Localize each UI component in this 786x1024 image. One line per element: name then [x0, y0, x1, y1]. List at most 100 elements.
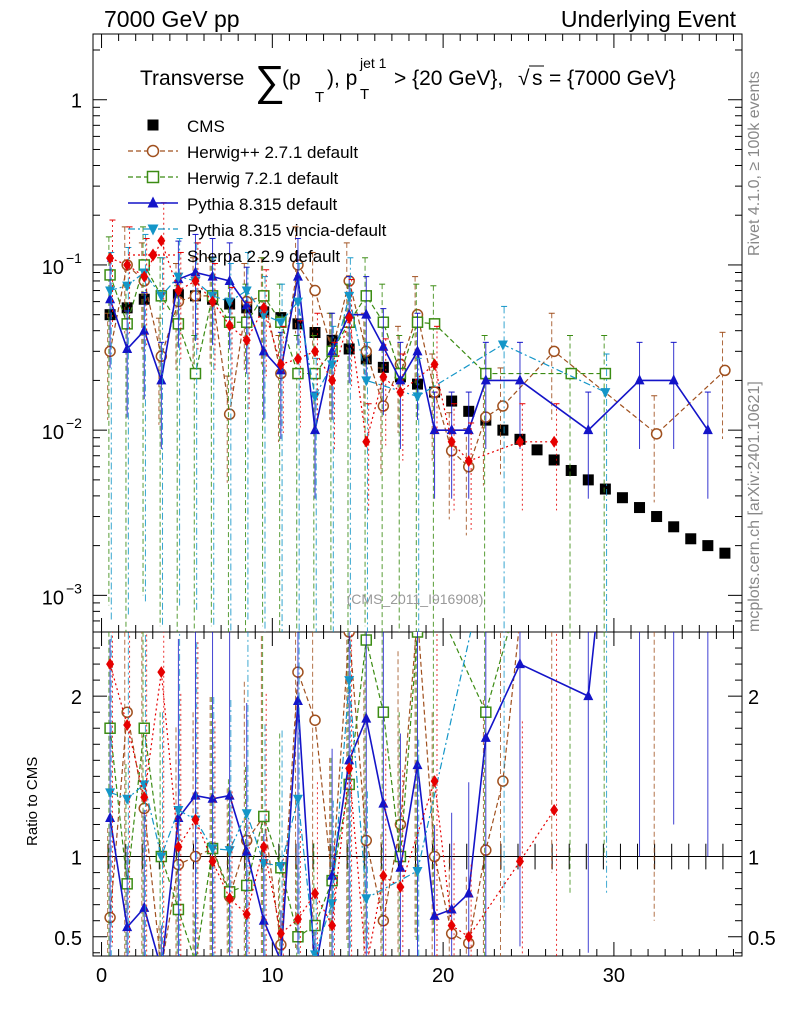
pythia-8-315-vincia-default-ratio-point: [361, 894, 372, 905]
pythia-8-315-default-point: [634, 374, 645, 385]
herwig-7-2-1-default-ratio-point: [258, 810, 270, 823]
cms-point: [634, 502, 646, 514]
herwig-2-7-1-default-ratio-point: [497, 775, 509, 787]
pythia-8-315-vincia-default-point: [412, 392, 423, 403]
pythia-8-315-vincia-default-ratio-point: [327, 899, 338, 910]
sherpa-2-2-9-default-ratio-point: [259, 840, 268, 853]
herwig-2-7-1-default-legend-marker: [146, 144, 160, 158]
x-tick-label: 30: [603, 965, 625, 987]
herwig-7-2-1-default-point: [428, 318, 441, 330]
cms-point: [685, 533, 697, 545]
herwig-7-2-1-default-ratio-point: [309, 919, 321, 932]
pythia-8-315-default-ratio-point: [395, 861, 406, 872]
sherpa-2-2-9-default-point: [515, 435, 524, 448]
herwig-7-2-1-default-legend-marker: [146, 170, 160, 184]
pythia-8-315-vincia-default-point: [497, 340, 508, 351]
cms-point: [309, 327, 321, 339]
sherpa-2-2-9-default-ratio-point: [328, 919, 337, 932]
pythia-8-315-default-line: [109, 271, 709, 432]
pythia-8-315-default-ratio-point: [310, 966, 320, 976]
analysis-watermark: (CMS_2011_I916908): [347, 591, 484, 607]
pythia-8-315-vincia-default-ratio-point: [292, 794, 303, 805]
herwig-7-2-1-default-ratio-point: [600, 210, 610, 220]
sherpa-2-2-9-default-point: [464, 455, 473, 468]
sherpa-2-2-9-default-ratio-point: [464, 930, 473, 943]
sherpa-2-2-9-default-ratio-point: [242, 908, 251, 921]
sherpa-2-2-9-default-point: [225, 319, 234, 332]
pythia-8-315-vincia-default-point: [292, 297, 303, 308]
sherpa-2-2-9-default-point: [550, 435, 559, 448]
sherpa-2-2-9-default-ratio-point: [157, 666, 166, 679]
pythia-8-315-default-ratio-point: [463, 887, 474, 898]
pythia-8-315-default-point: [258, 345, 269, 356]
pythia-8-315-default-point: [480, 374, 491, 385]
pythia-8-315-default-point: [292, 270, 303, 281]
ratio-y-tick-label: 2: [71, 687, 82, 709]
pythia-8-315-default-point: [139, 324, 150, 335]
sherpa-2-2-9-default-point: [208, 295, 217, 308]
sherpa-2-2-9-default-ratio-point: [293, 913, 302, 926]
pythia-8-315-default-ratio-point: [292, 694, 303, 705]
cms-point: [599, 483, 611, 495]
pythia-8-315-default-ratio-point: [635, 209, 645, 219]
pythia-8-315-vincia-default-ratio-point: [156, 852, 167, 863]
main-panel-series: [104, 202, 731, 632]
sherpa-2-2-9-default-point: [430, 358, 439, 371]
title-sup-jet: jet 1: [359, 55, 387, 71]
herwig-7-2-1-default-point: [292, 367, 304, 380]
sherpa-2-2-9-default-ratio-point: [362, 961, 370, 973]
pythia-8-315-default-ratio-point: [446, 903, 457, 914]
pythia-8-315-default-legend-marker: [147, 196, 159, 208]
pythia-8-315-vincia-default-point: [275, 318, 286, 329]
pythia-8-315-vincia-default-point: [600, 388, 611, 399]
pythia-8-315-default-point: [395, 374, 406, 385]
pythia-8-315-default-point: [514, 374, 525, 385]
sherpa-2-2-9-default-point: [293, 352, 302, 365]
herwig-7-2-1-default-point: [599, 367, 612, 380]
sherpa-2-2-9-default-ratio-point: [208, 855, 217, 868]
herwig-7-2-1-default-point: [258, 290, 270, 302]
pythia-8-315-vincia-default-ratio-point: [224, 846, 235, 857]
pythia-8-315-default-point: [241, 299, 252, 310]
pythia-8-315-default-ratio-point: [669, 49, 679, 59]
sherpa-2-2-9-default-ratio-point: [550, 804, 559, 817]
x-tick-label: 20: [432, 965, 454, 987]
sherpa-2-2-9-default-ratio-point: [191, 813, 200, 826]
title-rp: ), p: [327, 67, 357, 90]
herwig-2-7-1-default-point: [497, 400, 509, 412]
herwig-7-2-1-default-point: [189, 367, 202, 380]
herwig-2-7-1-default-ratio-point: [156, 964, 166, 974]
x-tick-label: 0: [96, 965, 107, 987]
cms-point: [531, 444, 543, 456]
title-pre: Transverse: [140, 67, 244, 90]
data-layer: [104, 49, 731, 976]
sherpa-2-2-9-default-point: [447, 435, 456, 448]
pythia-8-315-vincia-default-point: [122, 281, 133, 292]
pythia-8-315-default-point: [446, 424, 457, 435]
pythia-8-315-default-ratio-point: [139, 901, 150, 912]
sherpa-2-2-9-default-point: [345, 311, 354, 324]
cms-point: [565, 464, 577, 476]
sherpa-2-2-9-default-point: [140, 270, 149, 283]
pythia-8-315-default-ratio-point: [361, 712, 372, 723]
sherpa-2-2-9-default-ratio-point: [379, 869, 388, 882]
sherpa-2-2-9-default-ratio-point: [123, 719, 132, 732]
pythia-8-315-default-point: [361, 308, 372, 319]
cms-legend-label: CMS: [187, 117, 225, 136]
legend: CMS Herwig++ 2.7.1 default Herwig 7.2.1 de…: [128, 117, 387, 266]
cms-point: [668, 521, 680, 533]
pythia-8-315-default-ratio-point: [258, 914, 269, 925]
pythia-8-315-vincia-default-ratio-point: [310, 950, 321, 956]
sherpa-2-2-9-default-ratio-point: [311, 887, 320, 900]
pythia-8-315-default-ratio-point: [514, 658, 525, 669]
y-tick-label-exp: −2: [66, 415, 82, 431]
sherpa-2-2-9-default-ratio-point: [430, 775, 439, 788]
herwig-2-7-1-default-legend-label: Herwig++ 2.7.1 default: [187, 143, 358, 162]
sherpa-2-2-9-default-legend-label: Sherpa 2.2.9 default: [187, 247, 340, 266]
pythia-8-315-default-legend-label: Pythia 8.315 default: [187, 195, 338, 214]
sherpa-2-2-9-default-ratio-point: [276, 927, 285, 940]
sherpa-2-2-9-default-ratio-point: [140, 791, 149, 804]
herwig-2-7-1-default-point: [548, 345, 560, 358]
pythia-8-315-default-point: [412, 345, 423, 356]
